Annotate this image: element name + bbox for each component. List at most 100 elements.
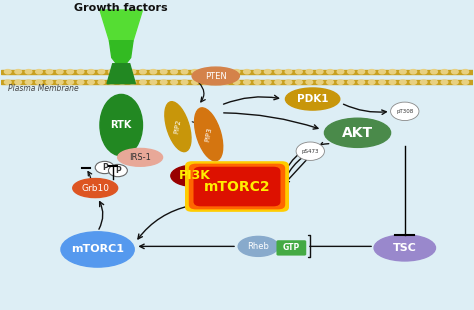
Text: PIP2: PIP2 — [173, 119, 182, 134]
Circle shape — [109, 69, 115, 74]
Circle shape — [347, 80, 354, 84]
Circle shape — [254, 69, 261, 74]
Circle shape — [264, 80, 271, 84]
Circle shape — [368, 69, 375, 74]
Text: PDK1: PDK1 — [297, 94, 328, 104]
Circle shape — [223, 69, 229, 74]
Circle shape — [140, 69, 146, 74]
Circle shape — [119, 69, 126, 74]
Circle shape — [223, 80, 229, 84]
Text: pS473: pS473 — [301, 149, 319, 154]
Circle shape — [379, 69, 385, 74]
Circle shape — [389, 69, 396, 74]
Circle shape — [181, 69, 188, 74]
Text: P: P — [115, 166, 121, 175]
Circle shape — [129, 69, 136, 74]
Text: PI3K: PI3K — [179, 169, 210, 182]
Ellipse shape — [285, 88, 340, 110]
FancyBboxPatch shape — [193, 167, 281, 206]
Circle shape — [389, 80, 396, 84]
Circle shape — [452, 80, 458, 84]
Circle shape — [109, 164, 128, 177]
Circle shape — [420, 80, 427, 84]
Circle shape — [327, 80, 333, 84]
Circle shape — [36, 80, 42, 84]
Text: Rheb: Rheb — [247, 242, 269, 251]
Circle shape — [171, 80, 177, 84]
Circle shape — [88, 80, 94, 84]
Circle shape — [244, 69, 250, 74]
Polygon shape — [100, 10, 143, 41]
Circle shape — [462, 69, 469, 74]
Circle shape — [4, 69, 11, 74]
Circle shape — [129, 80, 136, 84]
Text: IRS-1: IRS-1 — [129, 153, 151, 162]
Ellipse shape — [374, 235, 436, 261]
FancyBboxPatch shape — [185, 161, 289, 212]
Circle shape — [67, 69, 73, 74]
Circle shape — [379, 80, 385, 84]
Circle shape — [25, 69, 32, 74]
Circle shape — [296, 142, 324, 161]
Circle shape — [181, 80, 188, 84]
Circle shape — [410, 69, 417, 74]
Circle shape — [191, 69, 198, 74]
Text: mTORC2: mTORC2 — [204, 179, 270, 193]
Circle shape — [400, 69, 406, 74]
Circle shape — [452, 69, 458, 74]
Circle shape — [77, 80, 84, 84]
Circle shape — [15, 69, 21, 74]
Text: Plasma Membrane: Plasma Membrane — [8, 84, 79, 93]
Circle shape — [368, 80, 375, 84]
Text: Growth factors: Growth factors — [74, 3, 168, 13]
Circle shape — [337, 80, 344, 84]
Circle shape — [285, 80, 292, 84]
Circle shape — [98, 80, 105, 84]
Circle shape — [337, 69, 344, 74]
Circle shape — [462, 80, 469, 84]
Circle shape — [119, 80, 126, 84]
Circle shape — [95, 161, 114, 174]
Circle shape — [317, 80, 323, 84]
Circle shape — [306, 69, 313, 74]
Text: pT308: pT308 — [396, 109, 413, 114]
Circle shape — [15, 80, 21, 84]
Circle shape — [441, 69, 448, 74]
Circle shape — [391, 102, 419, 121]
Circle shape — [420, 69, 427, 74]
Circle shape — [244, 80, 250, 84]
Circle shape — [109, 80, 115, 84]
Circle shape — [233, 69, 240, 74]
Circle shape — [441, 80, 448, 84]
Circle shape — [212, 80, 219, 84]
Circle shape — [431, 69, 438, 74]
Circle shape — [191, 80, 198, 84]
Ellipse shape — [194, 108, 223, 161]
Ellipse shape — [192, 67, 239, 85]
Circle shape — [56, 80, 63, 84]
Bar — [0, 70, 474, 73]
Circle shape — [264, 69, 271, 74]
Circle shape — [275, 80, 282, 84]
Ellipse shape — [61, 232, 134, 267]
Circle shape — [358, 69, 365, 74]
Text: PTEN: PTEN — [205, 72, 227, 81]
Circle shape — [46, 80, 53, 84]
Circle shape — [317, 69, 323, 74]
Circle shape — [400, 80, 406, 84]
Circle shape — [4, 80, 11, 84]
Circle shape — [56, 69, 63, 74]
Ellipse shape — [100, 95, 143, 156]
Circle shape — [140, 80, 146, 84]
Circle shape — [202, 69, 209, 74]
Circle shape — [88, 69, 94, 74]
Circle shape — [202, 80, 209, 84]
Circle shape — [150, 80, 156, 84]
Circle shape — [212, 69, 219, 74]
Circle shape — [410, 80, 417, 84]
FancyBboxPatch shape — [189, 164, 285, 209]
Circle shape — [296, 80, 302, 84]
Circle shape — [67, 80, 73, 84]
Polygon shape — [107, 64, 136, 84]
Circle shape — [306, 80, 313, 84]
